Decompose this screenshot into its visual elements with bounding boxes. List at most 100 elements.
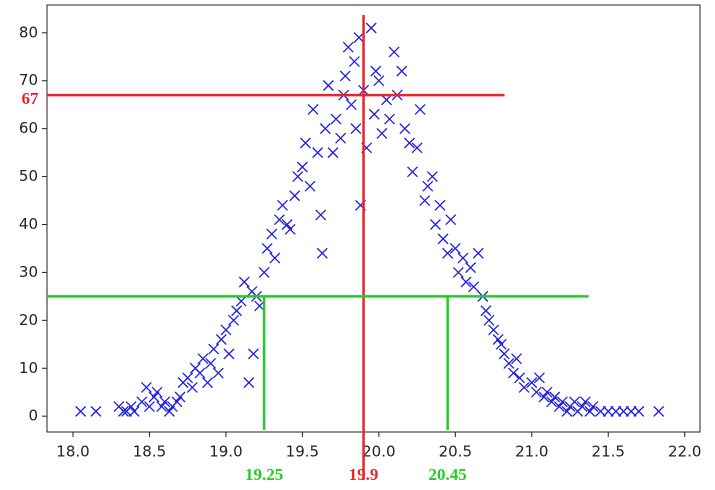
point: [503, 358, 515, 369]
point: [269, 252, 281, 264]
point: [75, 405, 87, 417]
point: [156, 401, 168, 413]
point: [511, 353, 522, 365]
point: [434, 199, 446, 211]
point: [442, 247, 454, 259]
point: [266, 228, 278, 240]
point: [140, 381, 152, 393]
y-tick-label: 20: [19, 311, 38, 329]
point: [171, 396, 183, 408]
point: [480, 305, 492, 317]
point: [205, 358, 217, 369]
point: [299, 137, 311, 149]
point: [595, 405, 607, 417]
point: [350, 123, 362, 135]
point: [281, 219, 293, 230]
point: [498, 348, 510, 360]
point: [411, 142, 423, 154]
point: [553, 401, 565, 413]
point: [376, 127, 388, 139]
x-tick-label: 21.5: [592, 443, 625, 461]
point: [633, 405, 645, 417]
point: [518, 381, 530, 393]
point: [273, 214, 285, 226]
y-tick-label: 10: [19, 359, 38, 377]
point: [128, 405, 140, 417]
point: [254, 300, 266, 312]
point: [345, 99, 357, 111]
point: [373, 75, 385, 87]
point: [457, 252, 469, 264]
point: [220, 324, 232, 336]
point: [118, 405, 129, 417]
point: [315, 209, 327, 221]
x-tick-label: 20.5: [439, 443, 472, 461]
y-tick-label: 0: [28, 407, 38, 425]
point: [388, 46, 400, 58]
point: [322, 80, 334, 91]
point: [602, 405, 614, 417]
point: [238, 276, 250, 288]
point: [396, 65, 408, 77]
point: [472, 247, 484, 259]
point: [625, 405, 637, 417]
point: [429, 219, 441, 230]
point: [277, 199, 288, 211]
point: [584, 405, 596, 417]
point: [483, 314, 495, 326]
point: [370, 65, 382, 77]
point: [348, 56, 360, 68]
point: [538, 391, 550, 403]
point: [223, 348, 235, 360]
point: [330, 113, 342, 125]
x-tick-label: 19.0: [209, 443, 242, 461]
point: [561, 405, 573, 417]
point: [569, 396, 581, 408]
point: [292, 171, 304, 183]
point: [530, 386, 542, 398]
x-tick-label: 21.0: [515, 443, 548, 461]
y-tick-label: 30: [19, 263, 38, 281]
point: [549, 391, 561, 403]
y-tick-label: 50: [19, 167, 38, 185]
annotation-label: 19.25: [245, 465, 283, 484]
x-tick-label: 18.5: [133, 443, 166, 461]
point: [258, 266, 270, 278]
point: [247, 348, 259, 360]
point: [212, 367, 224, 379]
point: [307, 104, 319, 115]
point: [365, 22, 377, 34]
point: [449, 242, 461, 254]
point: [465, 262, 477, 274]
point: [163, 405, 175, 417]
point: [414, 104, 426, 115]
point: [235, 295, 247, 307]
point: [579, 396, 591, 408]
point: [452, 266, 464, 278]
point: [653, 405, 665, 417]
point: [174, 391, 186, 403]
point: [526, 377, 538, 389]
x-tick-label: 20.0: [362, 443, 395, 461]
point: [342, 41, 354, 53]
point: [514, 372, 526, 384]
point: [437, 233, 449, 245]
point: [422, 180, 434, 192]
point: [426, 171, 438, 183]
y-tick-label: 40: [19, 215, 38, 233]
point: [312, 147, 324, 159]
point: [610, 405, 622, 417]
point: [148, 391, 160, 403]
annotation-label: 67: [22, 89, 40, 108]
x-tick-label: 18.0: [56, 443, 89, 461]
point: [202, 377, 214, 389]
point: [507, 367, 519, 379]
x-tick-label: 22.0: [668, 443, 701, 461]
point: [215, 334, 227, 345]
point: [368, 108, 380, 120]
annotation-label: 20.45: [429, 465, 467, 484]
point: [339, 70, 351, 82]
point: [284, 223, 296, 235]
point: [384, 113, 396, 125]
